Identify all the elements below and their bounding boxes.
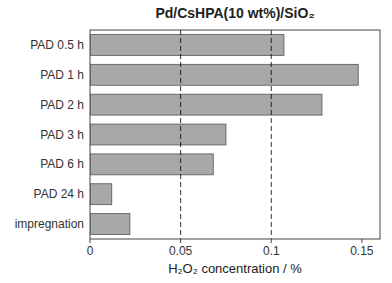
bar [90,184,112,205]
tick-label: 0.15 [350,244,374,258]
reference-line [180,30,181,239]
bar [90,124,226,145]
category-label: impregnation [15,217,84,231]
x-axis-label: H₂O₂ concentration / % [168,261,302,276]
title: Pd/CsHPA(10 wt%)/SiO₂ [155,5,314,21]
tick-mark [90,239,91,243]
plot-frame [90,30,380,239]
tick-mark [361,239,362,243]
category-label: PAD 1 h [40,68,84,82]
tick-label: 0.1 [263,244,280,258]
category-label: PAD 24 h [34,187,84,201]
plot-area [90,30,358,239]
bar [90,94,322,115]
category-label: PAD 3 h [40,128,84,142]
tick-mark [180,239,181,243]
tick-label: 0.05 [169,244,193,258]
category-label: PAD 0.5 h [30,38,84,52]
tick-mark [271,239,272,243]
reference-line [271,30,272,239]
bar [90,34,284,55]
chart: Pd/CsHPA(10 wt%)/SiO₂ 0 0.05 0.1 0.15 PAD 0.5… [0,0,392,283]
category-label: PAD 6 h [40,157,84,171]
bar [90,154,213,175]
bar [90,64,358,85]
tick-label: 0 [87,244,94,258]
category-label: PAD 2 h [40,98,84,112]
bar [90,214,130,235]
